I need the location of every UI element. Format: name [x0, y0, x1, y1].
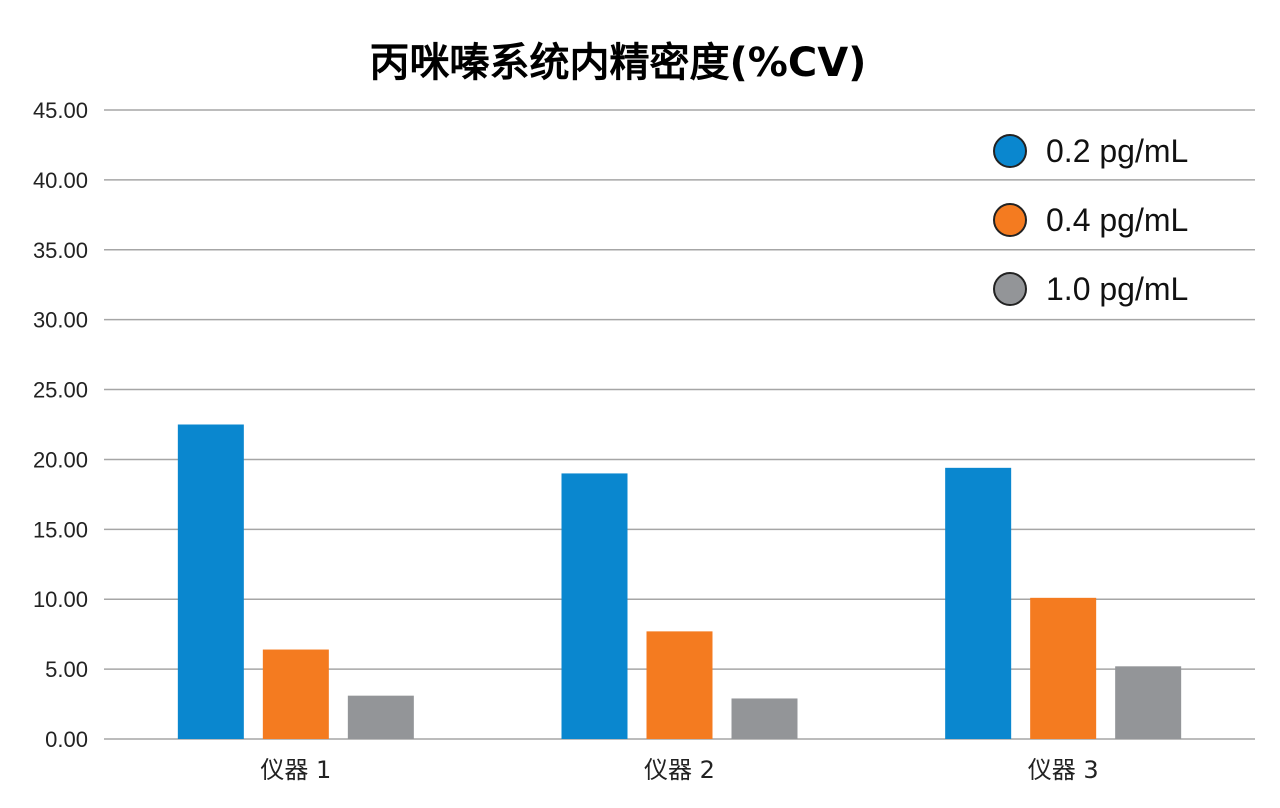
y-axis-ticks: 0.00 5.00 10.00 15.00 20.00 25.00 30.00 35.00 40… [33, 98, 88, 752]
x-tick-label: 仪器 3 [1028, 756, 1099, 784]
bar [347, 695, 414, 739]
x-axis-ticks: 仪器 1 仪器 2 仪器 3 [260, 756, 1098, 784]
x-tick-label: 仪器 2 [644, 756, 715, 784]
y-tick-label: 10.00 [33, 587, 88, 612]
x-tick-label: 仪器 1 [260, 756, 331, 784]
legend-label: 0.2 pg/mL [1046, 133, 1188, 169]
y-tick-label: 40.00 [33, 168, 88, 193]
y-tick-label: 15.00 [33, 517, 88, 542]
bar [945, 467, 1012, 739]
legend-marker [993, 272, 1027, 306]
y-tick-label: 35.00 [33, 238, 88, 263]
bar [177, 424, 244, 739]
y-tick-label: 25.00 [33, 378, 88, 403]
y-tick-label: 20.00 [33, 447, 88, 472]
legend-marker [993, 134, 1027, 168]
bar [561, 473, 628, 739]
y-tick-label: 45.00 [33, 98, 88, 123]
bars [177, 424, 1182, 739]
legend: 0.2 pg/mL 0.4 pg/mL 1.0 pg/mL [993, 133, 1188, 307]
y-tick-label: 30.00 [33, 308, 88, 333]
legend-label: 1.0 pg/mL [1046, 271, 1188, 307]
bar [262, 649, 329, 739]
bar [646, 631, 713, 739]
y-tick-label: 5.00 [45, 657, 88, 682]
legend-label: 0.4 pg/mL [1046, 202, 1188, 238]
bar [731, 698, 798, 739]
legend-marker [993, 203, 1027, 237]
bar [1030, 597, 1097, 739]
y-tick-label: 0.00 [45, 727, 88, 752]
chart-title: 丙咪嗪系统内精密度(%CV) [370, 40, 867, 86]
bar [1115, 666, 1182, 739]
